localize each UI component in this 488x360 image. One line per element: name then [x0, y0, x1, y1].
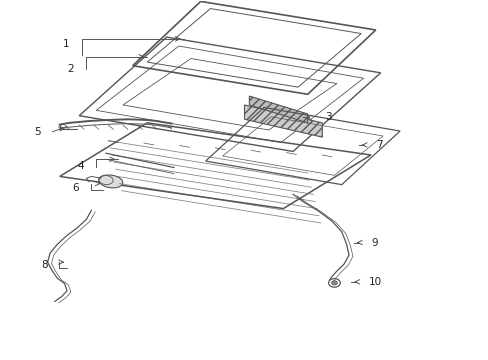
Text: 7: 7: [375, 140, 382, 150]
Text: 5: 5: [35, 127, 41, 137]
Text: 4: 4: [77, 161, 84, 171]
Text: 3: 3: [324, 112, 331, 122]
Text: 2: 2: [67, 64, 74, 74]
Text: 6: 6: [72, 183, 79, 193]
Text: 10: 10: [368, 277, 381, 287]
Circle shape: [331, 281, 337, 285]
Ellipse shape: [99, 175, 122, 188]
Text: 9: 9: [370, 238, 377, 248]
Text: 8: 8: [41, 260, 47, 270]
Polygon shape: [244, 105, 322, 137]
Text: 1: 1: [62, 39, 69, 49]
Polygon shape: [249, 96, 307, 123]
